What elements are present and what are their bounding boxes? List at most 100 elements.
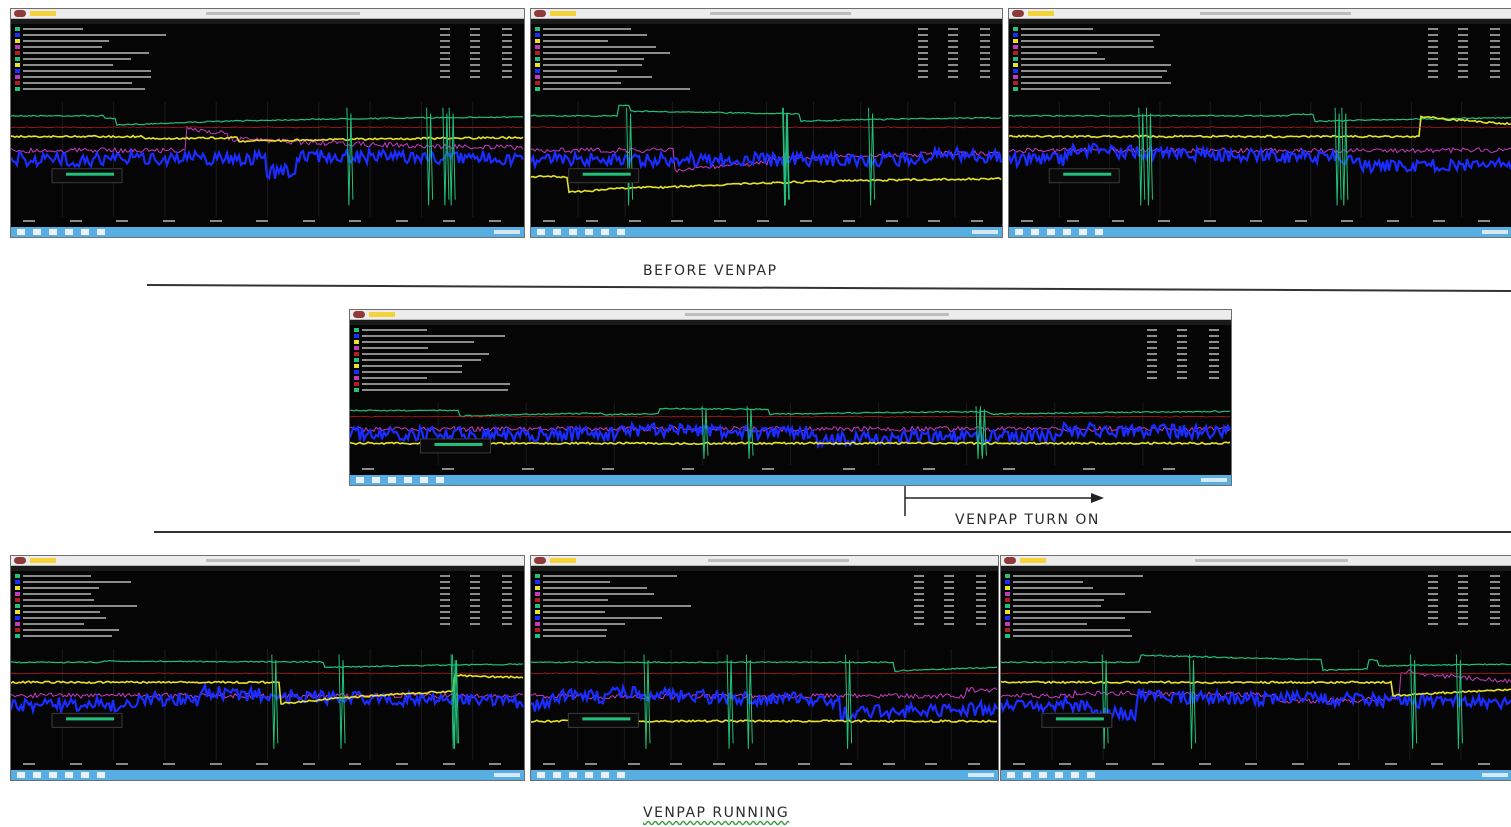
- legend-text: [1021, 52, 1097, 54]
- trend-line: [1001, 687, 1511, 724]
- legend-swatch: [15, 33, 20, 37]
- legend-value: [1209, 365, 1219, 367]
- legend-swatch: [535, 45, 540, 49]
- legend-value: [1458, 623, 1468, 625]
- legend-value: [502, 76, 512, 78]
- legend-value: [944, 593, 954, 595]
- trend-plot: [350, 403, 1231, 465]
- legend-value: [502, 64, 512, 66]
- time-tick: [70, 220, 82, 222]
- time-tick: [1478, 763, 1490, 765]
- cursor-info-box: [1041, 712, 1113, 728]
- time-tick: [116, 220, 128, 222]
- legend-value: [1177, 377, 1187, 379]
- legend-swatch: [15, 616, 20, 620]
- time-axis: [1001, 760, 1511, 770]
- legend-panel: [11, 571, 524, 649]
- legend-value: [470, 593, 480, 595]
- spike-mark: [1455, 654, 1463, 749]
- legend-row: [1005, 573, 1508, 578]
- legend-value: [440, 46, 450, 48]
- time-tick: [1112, 220, 1124, 222]
- legend-value: [918, 34, 928, 36]
- trend-chart: [350, 403, 1231, 465]
- legend-row: [535, 621, 994, 626]
- legend-value: [914, 581, 924, 583]
- legend-text: [23, 46, 102, 48]
- legend-row: [535, 633, 994, 638]
- legend-value: [918, 40, 928, 42]
- legend-value: [1177, 359, 1187, 361]
- legend-swatch: [15, 610, 20, 614]
- legend-swatch: [354, 370, 359, 374]
- legend-row: [15, 80, 520, 85]
- legend-value: [440, 575, 450, 577]
- legend-swatch: [535, 628, 540, 632]
- legend-text: [23, 28, 83, 30]
- legend-text: [1021, 40, 1153, 42]
- legend-value: [1458, 587, 1468, 589]
- legend-value: [944, 605, 954, 607]
- time-tick: [629, 220, 641, 222]
- taskbar-clock: [1482, 230, 1508, 234]
- legend-value: [1458, 64, 1468, 66]
- legend-swatch: [15, 628, 20, 632]
- legend-value: [440, 581, 450, 583]
- legend-text: [543, 635, 606, 637]
- legend-value: [1458, 58, 1468, 60]
- spike-mark: [442, 107, 450, 206]
- legend-text: [1021, 82, 1171, 84]
- legend-swatch: [1005, 580, 1010, 584]
- legend-text: [1013, 593, 1125, 595]
- legend-value: [1428, 617, 1438, 619]
- legend-row: [15, 50, 520, 55]
- highlight-bar: [550, 11, 576, 16]
- taskbar-app-icon: [97, 229, 105, 235]
- legend-swatch: [535, 87, 540, 91]
- legend-panel: [1001, 571, 1511, 649]
- legend-row: [354, 327, 1227, 332]
- legend-row: [535, 591, 994, 596]
- spike-mark: [845, 654, 853, 749]
- legend-value: [440, 34, 450, 36]
- time-tick: [23, 220, 35, 222]
- legend-value: [470, 575, 480, 577]
- taskbar-app-icon: [17, 229, 25, 235]
- legend-text: [543, 611, 605, 613]
- time-axis: [1009, 217, 1511, 227]
- legend-value: [440, 611, 450, 613]
- legend-value: [1209, 377, 1219, 379]
- time-tick: [442, 468, 454, 470]
- legend-value: [1428, 40, 1438, 42]
- trend-line: [11, 659, 524, 669]
- legend-value: [1490, 40, 1500, 42]
- trend-plot: [11, 649, 524, 760]
- window-title-blur: [709, 12, 852, 15]
- legend-row: [535, 86, 998, 91]
- time-tick: [349, 763, 361, 765]
- legend-value: [1490, 623, 1500, 625]
- legend-value: [1428, 76, 1438, 78]
- legend-text: [543, 58, 644, 60]
- taskbar-app-icon: [49, 229, 57, 235]
- legend-row: [535, 603, 994, 608]
- legend-swatch: [15, 51, 20, 55]
- legend-text: [23, 617, 106, 619]
- time-tick: [798, 763, 810, 765]
- legend-text: [1021, 34, 1160, 36]
- legend-value: [914, 605, 924, 607]
- time-tick: [755, 763, 767, 765]
- taskbar-app-icon: [356, 477, 364, 483]
- screenshot-running-1: [10, 555, 525, 781]
- legend-text: [362, 353, 489, 355]
- legend-value: [502, 40, 512, 42]
- screenshot-before-1: [10, 8, 525, 238]
- legend-swatch: [354, 358, 359, 362]
- legend-text: [23, 88, 145, 90]
- os-taskbar: [531, 770, 998, 780]
- legend-text: [362, 377, 427, 379]
- taskbar-app-icon: [537, 772, 545, 778]
- legend-swatch: [1005, 598, 1010, 602]
- spike-mark: [745, 654, 753, 749]
- time-axis: [531, 760, 998, 770]
